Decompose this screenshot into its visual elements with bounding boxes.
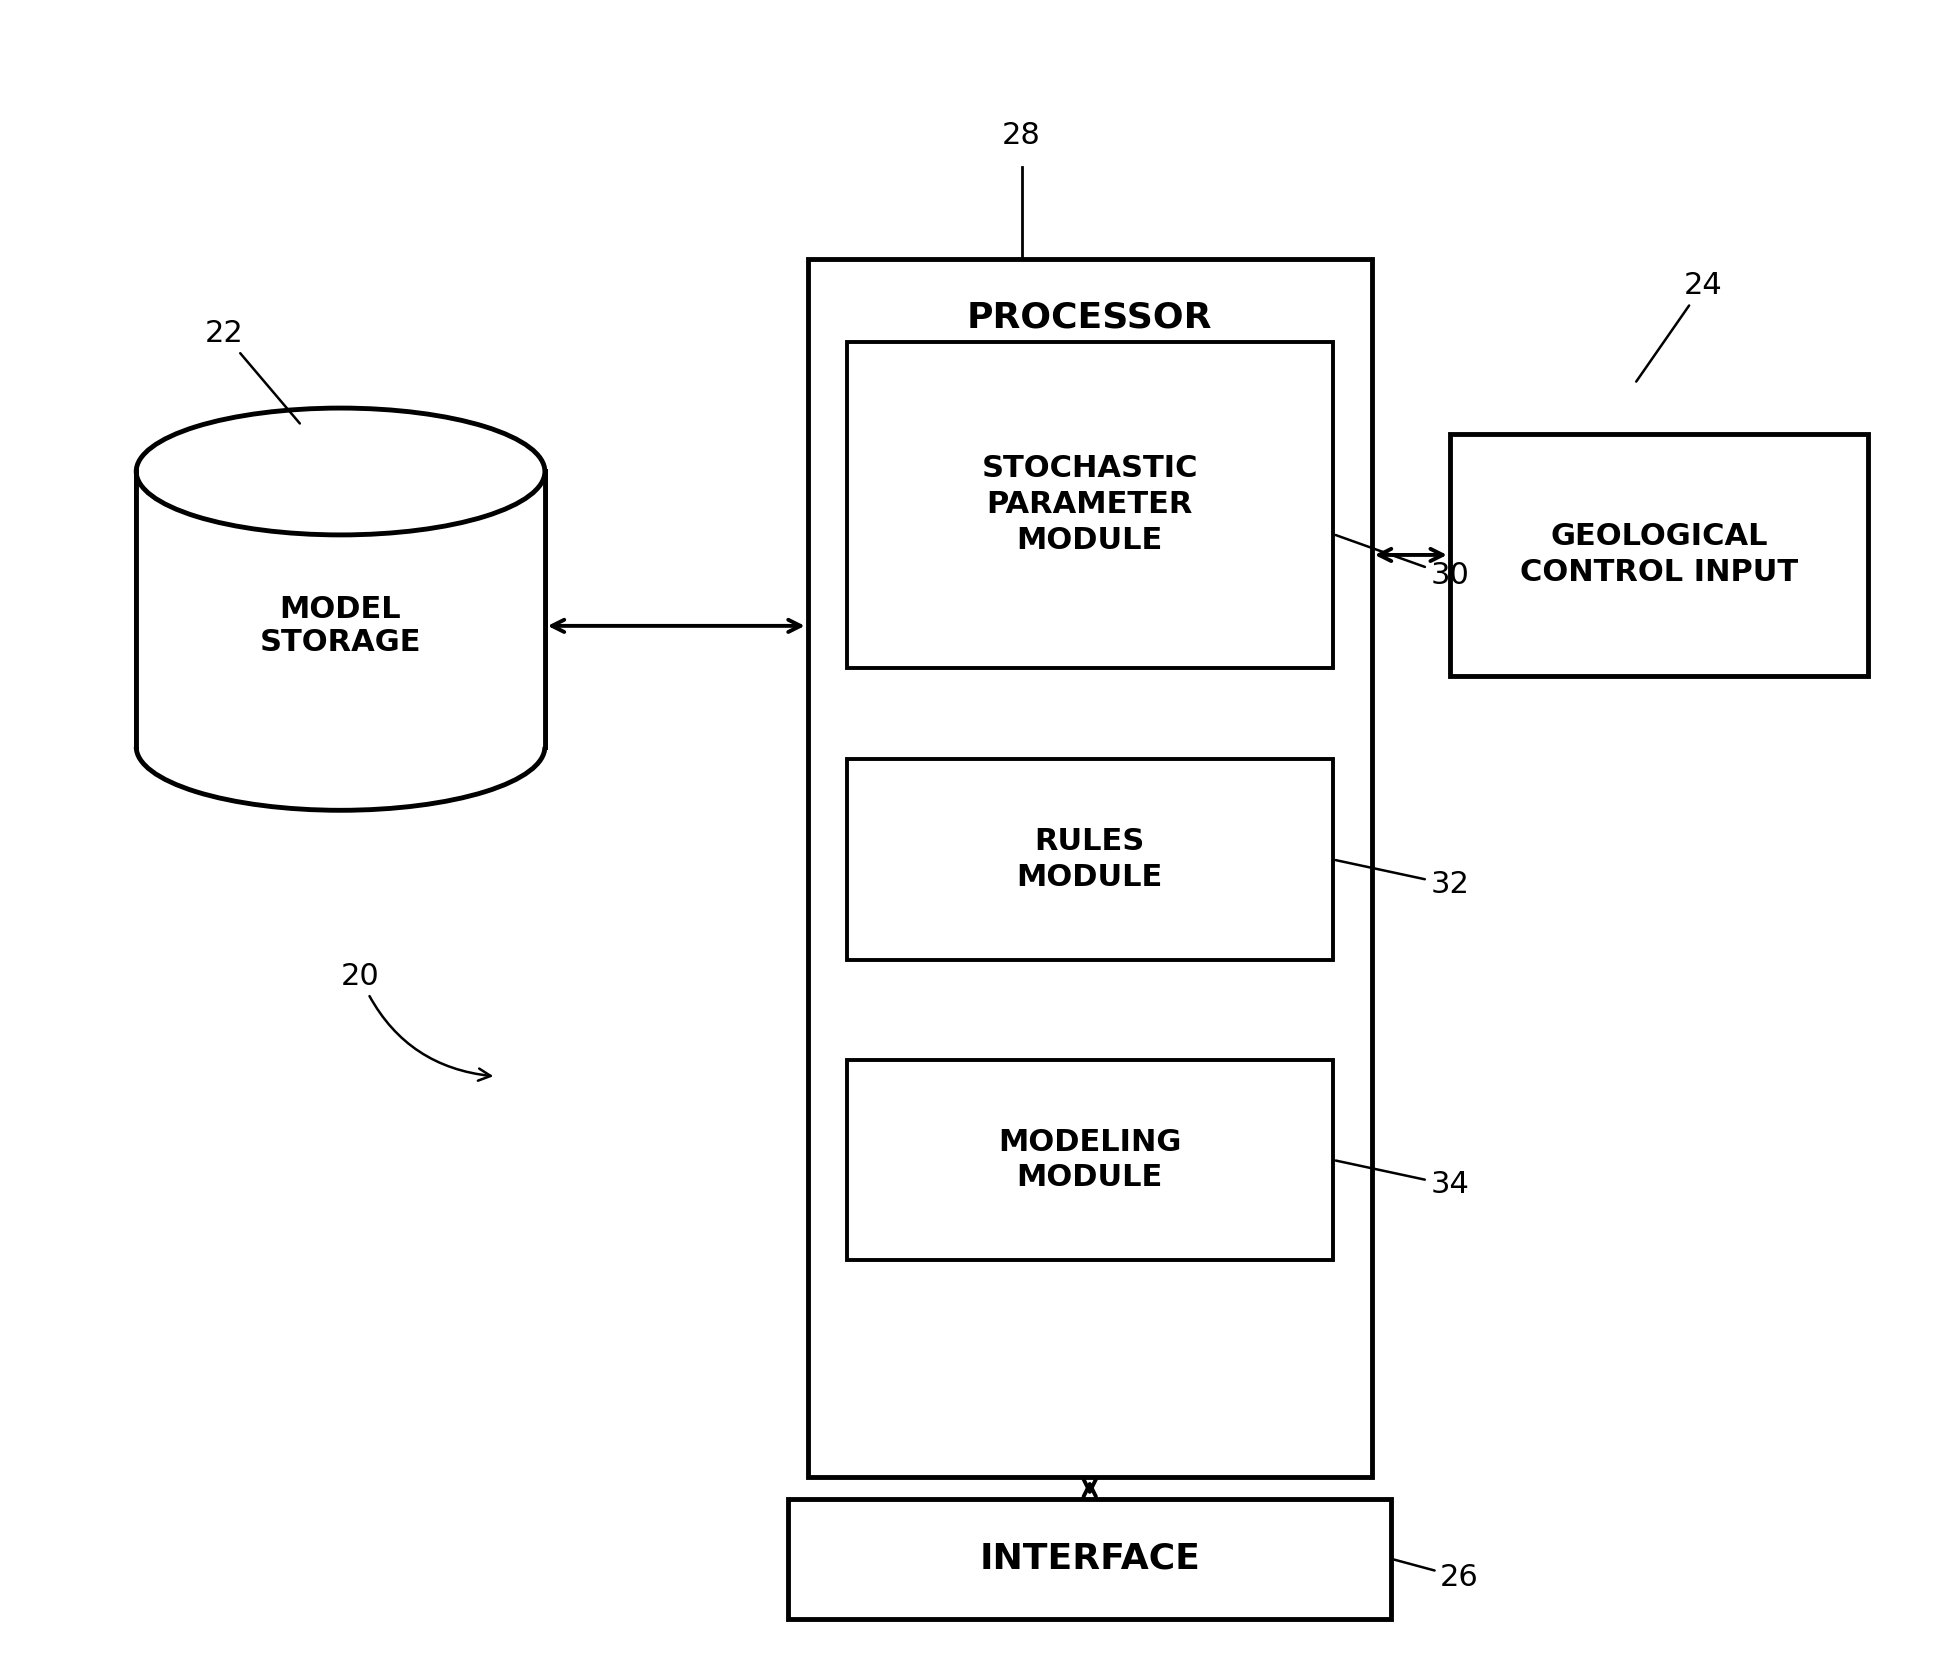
Text: 22: 22 [204, 319, 300, 424]
Text: 24: 24 [1637, 272, 1722, 382]
Text: STOCHASTIC
PARAMETER
MODULE: STOCHASTIC PARAMETER MODULE [981, 454, 1199, 556]
Text: 20: 20 [341, 961, 490, 1082]
Text: 32: 32 [1335, 860, 1469, 900]
Bar [136, 471, 545, 748]
Text: 30: 30 [1335, 536, 1469, 591]
Text: MODELING
MODULE: MODELING MODULE [998, 1128, 1181, 1192]
Text: MODEL
STORAGE: MODEL STORAGE [261, 594, 420, 658]
Text: INTERFACE: INTERFACE [979, 1542, 1201, 1576]
Text: RULES
MODULE: RULES MODULE [1016, 828, 1164, 891]
Bar [847, 1060, 1333, 1260]
Text: GEOLOGICAL
CONTROL INPUT: GEOLOGICAL CONTROL INPUT [1520, 522, 1798, 587]
Text: 26: 26 [1393, 1559, 1479, 1592]
Bar [847, 342, 1333, 668]
Text: PROCESSOR: PROCESSOR [967, 300, 1212, 334]
Bar [808, 259, 1372, 1477]
Bar [1450, 434, 1868, 676]
Text: 34: 34 [1335, 1160, 1469, 1200]
Text: 28: 28 [1002, 122, 1041, 150]
Bar [788, 1499, 1391, 1619]
Bar [847, 759, 1333, 960]
Ellipse shape [136, 409, 545, 534]
